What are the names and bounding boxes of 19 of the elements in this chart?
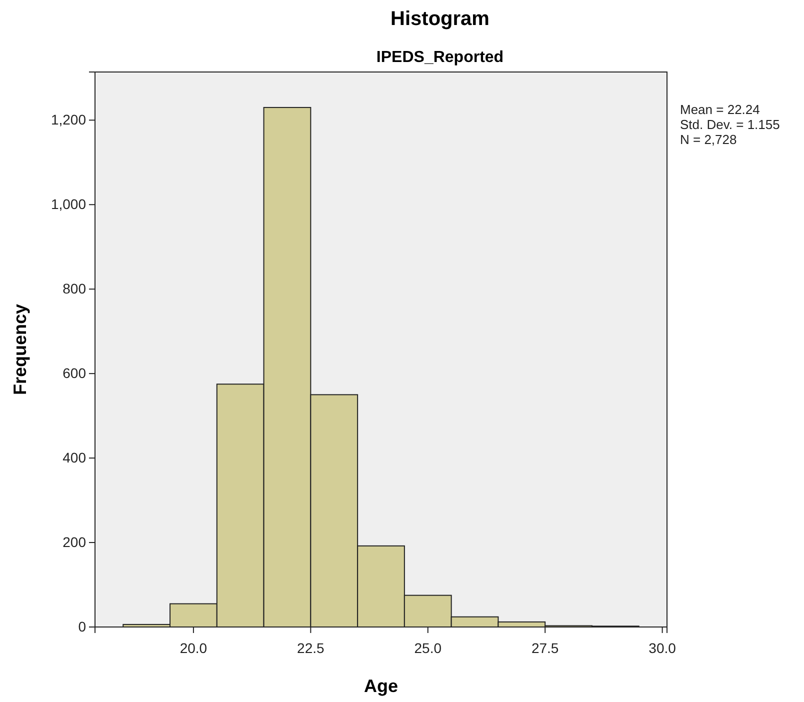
- x-tick-label: 25.0: [414, 640, 442, 656]
- y-tick-label: 1,000: [50, 196, 86, 212]
- y-tick-label: 800: [62, 280, 86, 297]
- text: Std. Dev. = 1.155: [680, 117, 780, 132]
- text: Mean = 22.24: [680, 102, 760, 117]
- y-tick-label: 200: [62, 534, 86, 550]
- x-tick-label: 22.5: [297, 640, 325, 656]
- x-axis-title: Age: [364, 676, 398, 696]
- x-tick-label: 30.0: [648, 640, 676, 656]
- y-tick-label: 600: [62, 365, 86, 382]
- chart-subtitle: IPEDS_Reported: [376, 49, 504, 66]
- x-tick-label: 27.5: [531, 640, 559, 656]
- text: N = 2,728: [680, 132, 737, 147]
- x-tick-label: 20.0: [180, 640, 208, 656]
- chart-title: Histogram: [390, 8, 490, 30]
- y-tick-label: 400: [62, 450, 86, 466]
- y-tick-label: 0: [78, 618, 86, 634]
- y-tick-label: 1,200: [50, 112, 86, 128]
- y-axis-title: Frequency: [10, 304, 30, 396]
